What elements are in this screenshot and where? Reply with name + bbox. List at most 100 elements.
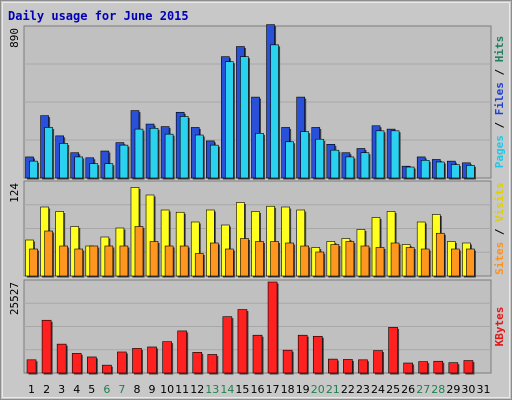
bar-files-day-15 bbox=[240, 56, 249, 179]
bar-kbytes-day-19 bbox=[297, 334, 308, 374]
x-tick-label-day-1: 1 bbox=[28, 383, 35, 396]
bar-sites-day-9 bbox=[149, 241, 159, 277]
y-axis-max-label-visits-sites: 124 bbox=[8, 183, 21, 203]
bar-kbytes-day-20 bbox=[312, 335, 323, 374]
bar-files-day-26 bbox=[405, 166, 415, 179]
x-tick-label-day-11: 11 bbox=[175, 383, 189, 396]
bar-kbytes-day-17 bbox=[267, 281, 278, 374]
x-tick-label-day-5: 5 bbox=[88, 383, 95, 396]
bar-kbytes-day-3 bbox=[56, 343, 67, 374]
series-label-files: Files bbox=[493, 82, 506, 115]
bar-kbytes-day-24 bbox=[373, 350, 383, 374]
bar-files-day-18 bbox=[285, 141, 294, 179]
x-tick-label-day-29: 29 bbox=[446, 383, 460, 396]
bar-kbytes-day-11 bbox=[177, 330, 187, 374]
series-label-sites: Sites bbox=[493, 242, 506, 275]
bar-sites-day-29 bbox=[451, 248, 460, 277]
y-axis-max-label-kbytes: 25527 bbox=[8, 282, 21, 315]
bar-sites-day-19 bbox=[300, 245, 309, 277]
series-labels-visits-sites: Sites / Visits bbox=[493, 182, 506, 275]
bar-sites-day-21 bbox=[330, 244, 340, 277]
x-tick-label-day-25: 25 bbox=[386, 383, 400, 396]
x-tick-label-day-9: 9 bbox=[149, 383, 156, 396]
series-label-visits: Visits bbox=[493, 182, 506, 222]
bar-files-day-10 bbox=[164, 133, 174, 179]
bar-sites-day-5 bbox=[89, 245, 99, 277]
bar-kbytes-day-22 bbox=[343, 359, 353, 374]
bar-kbytes-day-29 bbox=[448, 362, 459, 374]
bar-kbytes-day-9 bbox=[147, 346, 157, 374]
bar-kbytes-day-14 bbox=[222, 316, 233, 374]
x-tick-label-day-2: 2 bbox=[43, 383, 50, 396]
x-tick-label-day-21: 21 bbox=[326, 383, 340, 396]
bar-kbytes-day-15 bbox=[237, 309, 248, 374]
bar-files-day-19 bbox=[300, 131, 309, 179]
bar-files-day-12 bbox=[194, 134, 204, 179]
bar-sites-day-30 bbox=[466, 248, 475, 277]
x-tick-label-day-23: 23 bbox=[356, 383, 370, 396]
bar-files-day-17 bbox=[270, 44, 279, 179]
label-separator: / bbox=[493, 62, 506, 82]
bar-files-day-21 bbox=[330, 149, 340, 179]
bar-files-day-7 bbox=[119, 144, 129, 179]
bar-sites-day-2 bbox=[44, 230, 53, 277]
series-label-hits: Hits bbox=[493, 36, 506, 63]
bar-kbytes-day-23 bbox=[358, 359, 368, 374]
bar-kbytes-day-28 bbox=[433, 360, 444, 374]
label-separator: / bbox=[493, 115, 506, 135]
x-tick-label-day-4: 4 bbox=[73, 383, 80, 396]
bar-sites-day-4 bbox=[74, 248, 84, 277]
bar-sites-day-24 bbox=[375, 247, 385, 277]
x-tick-label-day-27: 27 bbox=[416, 383, 430, 396]
bar-files-day-25 bbox=[390, 130, 400, 179]
bar-sites-day-14 bbox=[225, 248, 234, 277]
bar-kbytes-day-1 bbox=[26, 359, 37, 374]
x-tick-label-day-28: 28 bbox=[431, 383, 445, 396]
bar-kbytes-day-16 bbox=[252, 334, 263, 374]
bar-sites-day-18 bbox=[285, 242, 294, 277]
series-labels-kbytes: KBytes bbox=[493, 307, 506, 347]
bar-kbytes-day-12 bbox=[192, 352, 203, 374]
bar-files-day-30 bbox=[466, 165, 475, 179]
bar-kbytes-day-13 bbox=[207, 354, 218, 374]
bar-sites-day-7 bbox=[119, 245, 129, 277]
bar-files-day-1 bbox=[29, 160, 38, 179]
x-tick-label-day-16: 16 bbox=[251, 383, 265, 396]
bar-sites-day-20 bbox=[315, 251, 325, 277]
x-tick-label-day-12: 12 bbox=[190, 383, 204, 396]
x-tick-label-day-18: 18 bbox=[281, 383, 295, 396]
bar-kbytes-day-27 bbox=[418, 361, 429, 374]
bar-files-day-3 bbox=[59, 143, 68, 179]
bar-files-day-23 bbox=[360, 152, 370, 179]
x-tick-label-day-8: 8 bbox=[133, 383, 140, 396]
bar-sites-day-10 bbox=[164, 245, 174, 277]
bar-files-day-2 bbox=[44, 127, 53, 179]
bar-kbytes-day-26 bbox=[403, 362, 413, 374]
bar-sites-day-27 bbox=[420, 248, 430, 277]
x-tick-label-day-17: 17 bbox=[266, 383, 280, 396]
bar-files-day-13 bbox=[210, 144, 219, 179]
bar-files-day-4 bbox=[74, 156, 84, 179]
y-axis-max-label-hits-files-pages: 890 bbox=[8, 28, 21, 48]
series-label-pages: Pages bbox=[493, 135, 506, 168]
x-tick-label-day-3: 3 bbox=[58, 383, 65, 396]
label-separator: / bbox=[493, 222, 506, 242]
bar-kbytes-day-30 bbox=[463, 360, 474, 374]
bar-files-day-27 bbox=[420, 160, 430, 179]
x-tick-label-day-30: 30 bbox=[461, 383, 475, 396]
bar-files-day-6 bbox=[104, 163, 114, 179]
bar-sites-day-13 bbox=[210, 242, 219, 277]
x-tick-label-day-13: 13 bbox=[205, 383, 219, 396]
bar-sites-day-15 bbox=[240, 238, 249, 277]
bar-kbytes-day-4 bbox=[71, 353, 82, 374]
bar-sites-day-23 bbox=[360, 245, 370, 277]
chart-title: Daily usage for June 2015 bbox=[8, 9, 189, 23]
bar-files-day-24 bbox=[375, 130, 385, 179]
bar-files-day-5 bbox=[89, 163, 99, 179]
x-tick-label-day-10: 10 bbox=[160, 383, 174, 396]
bar-files-day-14 bbox=[225, 61, 234, 179]
bar-files-day-28 bbox=[435, 161, 445, 179]
x-tick-label-day-14: 14 bbox=[220, 383, 234, 396]
